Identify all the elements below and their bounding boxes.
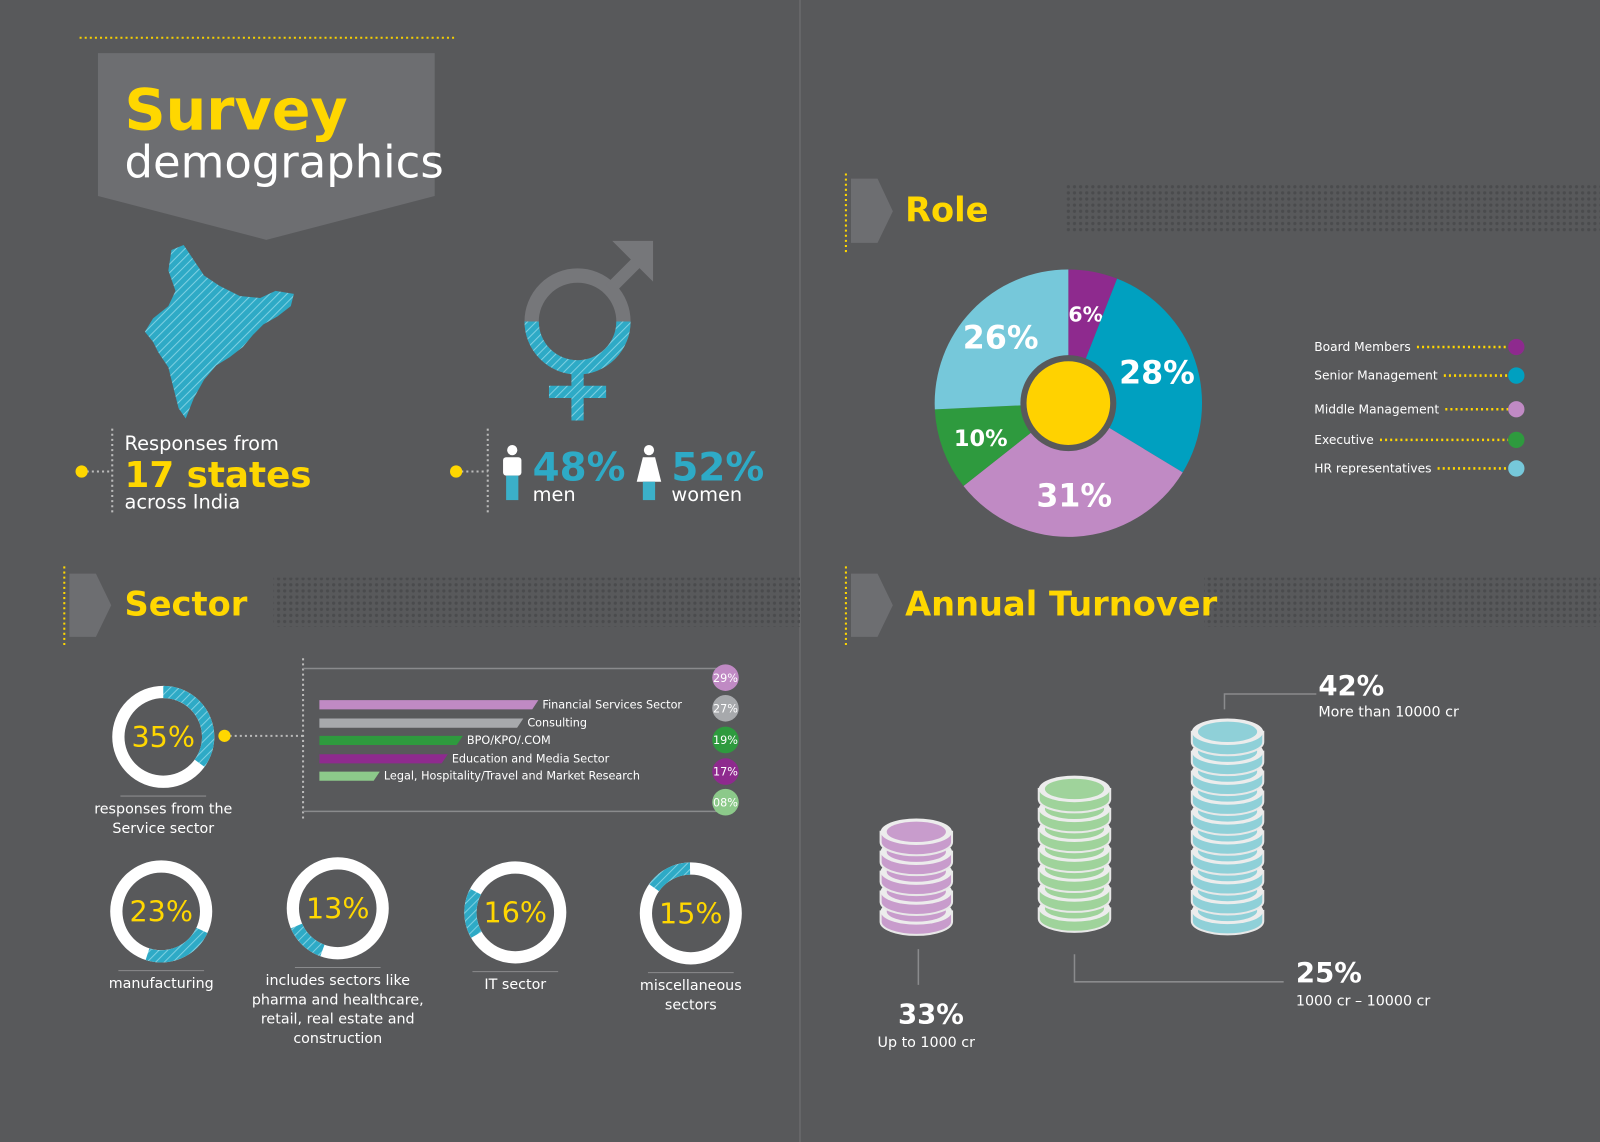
value-badge [712,758,739,785]
donut-ring [639,862,742,965]
turnover-label: Up to 1000 cr [878,1035,976,1051]
section-title: Role [905,190,988,229]
coin-face-inner [1044,778,1105,800]
legend-swatch [1508,338,1525,356]
slice-label: 6% [1068,302,1103,326]
bar-label: Education and Media Sector [452,752,610,765]
value-badge [712,695,739,722]
value-badge [712,788,739,816]
donut-value: 13% [306,892,369,926]
coin-stack [879,818,954,936]
donut-ring [286,857,389,960]
gender-symbol [524,240,654,421]
legend-swatch [1508,431,1525,449]
value-badge [712,726,739,754]
donut-arc [464,888,482,938]
turnover-value: 42% [1318,670,1384,702]
value-label: 08% [713,796,738,809]
women-label: women [671,483,742,506]
bar-label: Legal, Hospitality/Travel and Market Res… [384,770,640,783]
section-title: Annual Turnover [905,584,1218,623]
donut-value: 23% [129,895,192,929]
legend-swatch [1508,367,1525,384]
section-title: Sector [124,584,247,623]
coin-face-inner [1197,721,1258,742]
donut-arc [290,923,325,957]
dot-texture [1204,577,1600,627]
turnover-label: More than 10000 cr [1318,704,1459,720]
states-highlight: 17 states [124,455,311,496]
bar [319,735,463,746]
bar [319,754,448,764]
bar-label: BPO/KPO/.COM [467,734,551,747]
slice-label: 28% [1119,355,1195,391]
dot-texture [273,577,800,627]
legend-label: Board Members [1314,340,1411,354]
donut-value: 15% [659,897,722,931]
states-line2: across India [124,490,240,513]
coin-stack [1037,775,1112,933]
bar-label: Consulting [527,717,587,730]
man-icon [503,444,522,501]
woman-icon [636,444,662,501]
header-subtitle: demographics [124,136,443,189]
value-label: 27% [713,702,738,715]
connector [1223,693,1317,710]
value-badge [712,664,739,691]
connector [1073,954,1284,983]
legend-swatch [1508,401,1525,418]
men-label: men [533,483,576,506]
bar [319,771,380,781]
donut-caption: responses from the Service sector [94,801,233,837]
bar [319,700,539,710]
legend-swatch [1508,460,1525,477]
legend-label: Executive [1314,433,1374,447]
donut-arc [649,862,691,892]
header-banner [97,53,435,240]
donut-caption: miscellaneous sectors [639,977,742,1014]
donut-arc [162,685,215,767]
legend-label: HR representatives [1314,462,1431,476]
donut-caption: manufacturing [108,975,214,993]
donut-arc [145,927,208,963]
turnover-value: 25% [1296,957,1362,989]
dot [75,465,88,478]
chevron [851,573,893,637]
dot [218,729,231,742]
slice-label: 31% [1036,479,1112,515]
pie-center [1020,355,1117,452]
pie-slice [1068,278,1203,473]
donut-value: 35% [132,720,195,754]
dot [449,465,463,478]
turnover-value: 33% [898,999,964,1031]
value-label: 17% [713,766,738,779]
chevron [69,573,112,637]
coin-stack [1190,718,1265,936]
bar-label: Financial Services Sector [542,698,682,711]
slice-label: 26% [963,321,1039,357]
donut-value: 16% [484,896,547,930]
dot-texture [1066,183,1600,233]
pie-slice [963,403,1183,537]
legend-label: Senior Management [1314,369,1438,383]
men-value: 48% [533,446,626,491]
states-line1: Responses from [124,432,278,455]
legend-label: Middle Management [1314,402,1439,416]
donut-caption: IT sector [484,976,547,994]
chevron [851,178,893,243]
turnover-label: 1000 cr – 10000 cr [1296,993,1430,1009]
women-value: 52% [671,446,764,491]
coin-face-inner [886,821,946,842]
india-map [144,244,294,419]
header-title: Survey [124,78,347,144]
slice-label: 10% [954,426,1008,452]
donut-caption: includes sectors like pharma and healthc… [251,972,424,1048]
value-label: 29% [713,672,738,685]
bar [319,718,524,728]
value-label: 19% [713,734,738,747]
